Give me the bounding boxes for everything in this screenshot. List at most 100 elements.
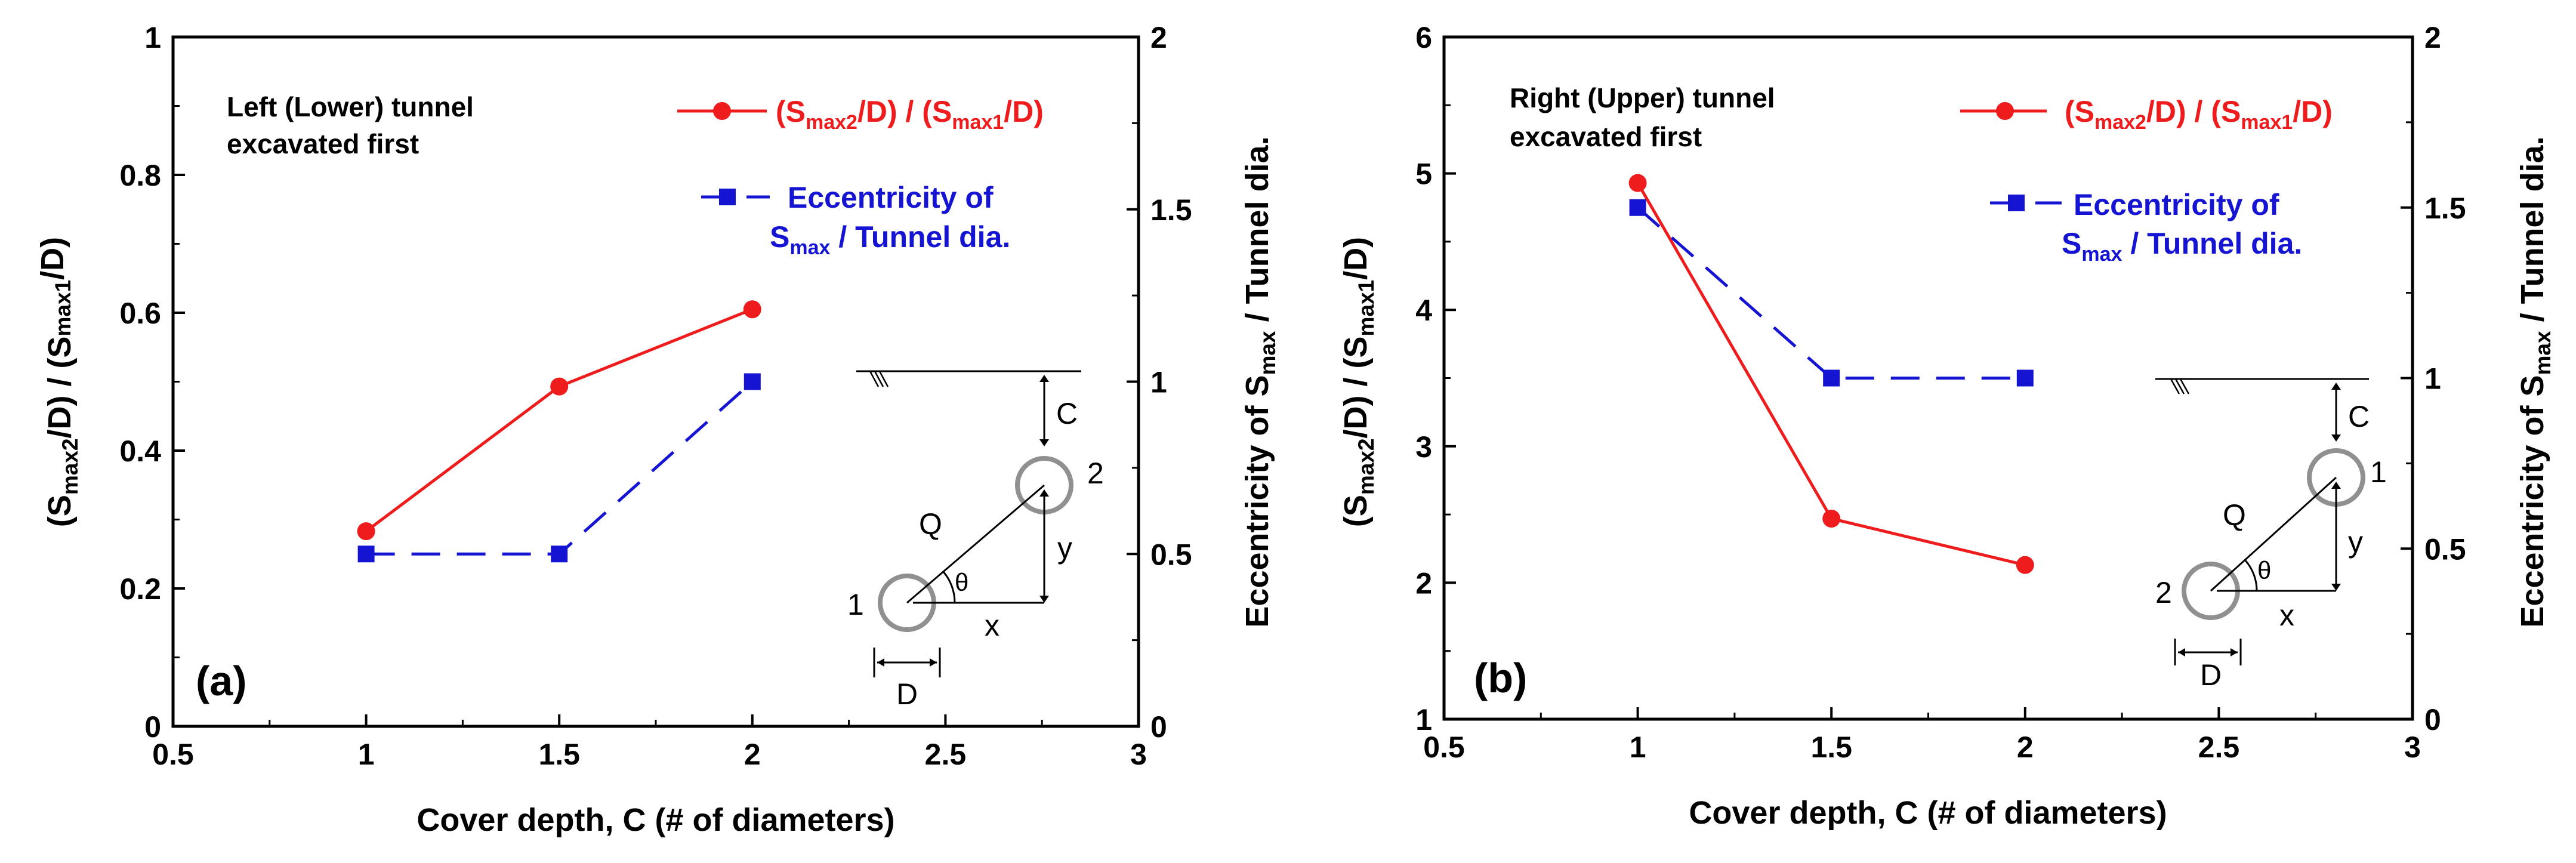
y2-tick-label: 1.5	[1150, 193, 1192, 227]
x-axis-ticks: 0.5 1 1.5 2 2.5 3	[152, 714, 1147, 771]
x-tick-label: 2	[744, 738, 761, 771]
legend-blue-label-2: Smax / Tunnel dia.	[2062, 227, 2302, 266]
inset-label-y: y	[1057, 531, 1072, 565]
tunnel-inset-diagram: C 2 1 Q θ y x D	[847, 370, 1104, 711]
y-tick-label: 0.2	[119, 572, 161, 606]
y-tick-label: 6	[1415, 21, 1432, 54]
legend-blue-label-1: Eccentricity of	[2074, 188, 2279, 221]
theta-arc	[942, 571, 956, 603]
y-axis-title: (Smax2/D) / (Smax2max1/D)	[35, 237, 82, 527]
series-ratio-line	[365, 307, 753, 533]
y-tick-label: 4	[1415, 294, 1432, 327]
y-tick-label: 0.4	[119, 434, 161, 468]
y-axis-ticks: 0 0.2 0.4 0.6 0.8 1	[119, 21, 185, 744]
legend-blue-marker	[719, 189, 736, 205]
legend-blue-label-1: Eccentricity of	[788, 181, 994, 214]
legend: (Smax2/D) / (Smax1/D) Eccentricity of Sm…	[677, 95, 1044, 259]
ground-hatch-icon	[869, 371, 889, 387]
y-tick-label: 5	[1415, 158, 1432, 191]
y-tick-label: 3	[1415, 430, 1432, 464]
data-series	[357, 300, 761, 563]
series-eccentricity-point	[744, 373, 761, 390]
x-tick-label: 1.5	[1810, 731, 1852, 764]
x-tick-label: 0.5	[152, 738, 194, 771]
legend: (Smax2/D) / (Smax1/D) Eccentricity of Sm…	[1960, 95, 2333, 266]
y-tick-label: 1	[1415, 703, 1432, 736]
tunnel-inset-diagram: C 1 2 Q θ y x D	[2155, 378, 2387, 692]
theta-arc	[2244, 559, 2258, 591]
center-to-center-line	[2210, 476, 2337, 592]
inset-label-q: Q	[919, 507, 942, 541]
x-tick-label: 3	[2404, 731, 2421, 764]
legend-red-label: (Smax2/D) / (Smax1/D)	[776, 95, 1044, 134]
x-tick-label: 0.5	[1423, 731, 1465, 764]
inset-label-theta: θ	[955, 568, 968, 596]
series-eccentricity-line	[366, 380, 754, 556]
legend-blue-marker	[2008, 195, 2025, 211]
y-tick-label: 0	[144, 710, 161, 744]
inset-label-c: C	[2348, 400, 2370, 433]
annotation-line-1: Left (Lower) tunnel	[227, 91, 474, 122]
inset-label-d: D	[2200, 658, 2222, 692]
panel-label: (a)	[196, 658, 247, 704]
series-ratio-point	[743, 300, 761, 319]
y2-tick-label: 2	[1150, 21, 1167, 54]
annotation-line-1: Right (Upper) tunnel	[1510, 82, 1775, 113]
y2-axis-title: Eccentricity of Smax / Tunnel dia.	[2515, 136, 2555, 627]
x-tick-label: 2.5	[2198, 731, 2240, 764]
annotation-line-2: excavated first	[1510, 121, 1702, 152]
y2-tick-label: 2	[2424, 21, 2441, 54]
data-series	[1628, 174, 2034, 574]
y-axis-ticks: 1 2 3 4 5 6	[1415, 21, 1456, 736]
x-axis-ticks: 0.5 1 1.5 2 2.5 3	[1423, 707, 2421, 764]
y-tick-label: 1	[144, 21, 161, 54]
x-axis-title: Cover depth, C (# of diameters)	[1689, 795, 2167, 831]
x-tick-label: 2.5	[925, 738, 967, 771]
y2-axis-ticks: 0 0.5 1 1.5 2	[1127, 21, 1192, 744]
legend-red-marker	[1996, 102, 2014, 120]
x-tick-label: 1.5	[538, 738, 580, 771]
y2-axis-title: Eccentricity of Smax / Tunnel dia.	[1239, 136, 1280, 627]
y2-tick-label: 1.5	[2424, 192, 2466, 225]
series-ratio-point	[1628, 174, 1647, 192]
series-eccentricity-point	[1629, 199, 1646, 216]
x-tick-label: 3	[1130, 738, 1147, 771]
inset-label-upper-tunnel: 1	[2370, 455, 2387, 489]
inset-label-d: D	[896, 677, 918, 711]
y2-tick-label: 0	[2424, 703, 2441, 736]
annotation-line-2: excavated first	[227, 128, 419, 159]
y2-tick-label: 0.5	[2424, 532, 2466, 566]
y-tick-label: 0.6	[119, 297, 161, 330]
y-tick-label: 2	[1415, 566, 1432, 600]
x-tick-label: 1	[1630, 731, 1646, 764]
y2-tick-label: 0	[1150, 710, 1167, 744]
series-ratio-point	[550, 377, 569, 396]
inset-label-q: Q	[2223, 498, 2246, 532]
y-tick-label: 0.8	[119, 159, 161, 192]
ground-hatch-icon	[2170, 378, 2190, 394]
y2-axis-ticks: 0 0.5 1 1.5 2	[2401, 21, 2466, 736]
inset-label-x: x	[985, 609, 999, 642]
series-ratio-point	[2016, 556, 2034, 574]
series-eccentricity-point	[551, 545, 568, 563]
inset-label-lower-tunnel: 2	[2155, 576, 2172, 609]
x-tick-label: 1	[358, 738, 375, 771]
inset-label-y: y	[2348, 525, 2363, 559]
legend-red-marker	[713, 102, 731, 120]
series-eccentricity-line	[1636, 206, 2025, 380]
y2-tick-label: 1	[2424, 362, 2441, 396]
y2-tick-label: 1	[1150, 366, 1167, 399]
series-ratio-point	[357, 522, 375, 541]
legend-blue-label-2: Smax / Tunnel dia.	[770, 220, 1010, 259]
series-eccentricity-point	[2016, 369, 2034, 387]
series-ratio-point	[1822, 509, 1841, 528]
panel-a: 0.5 1 1.5 2 2.5 3 00.20.40.60.81 00.511.52 Co…	[35, 21, 1280, 838]
x-tick-label: 2	[2017, 731, 2034, 764]
legend-red-label: (Smax2/D) / (Smax1/D)	[2065, 95, 2333, 134]
panel-label: (b)	[1474, 655, 1527, 701]
y-axis-title: (Smax2/D) / (Smax1/D)	[1338, 237, 1378, 527]
inset-label-upper-tunnel: 2	[1087, 457, 1104, 490]
